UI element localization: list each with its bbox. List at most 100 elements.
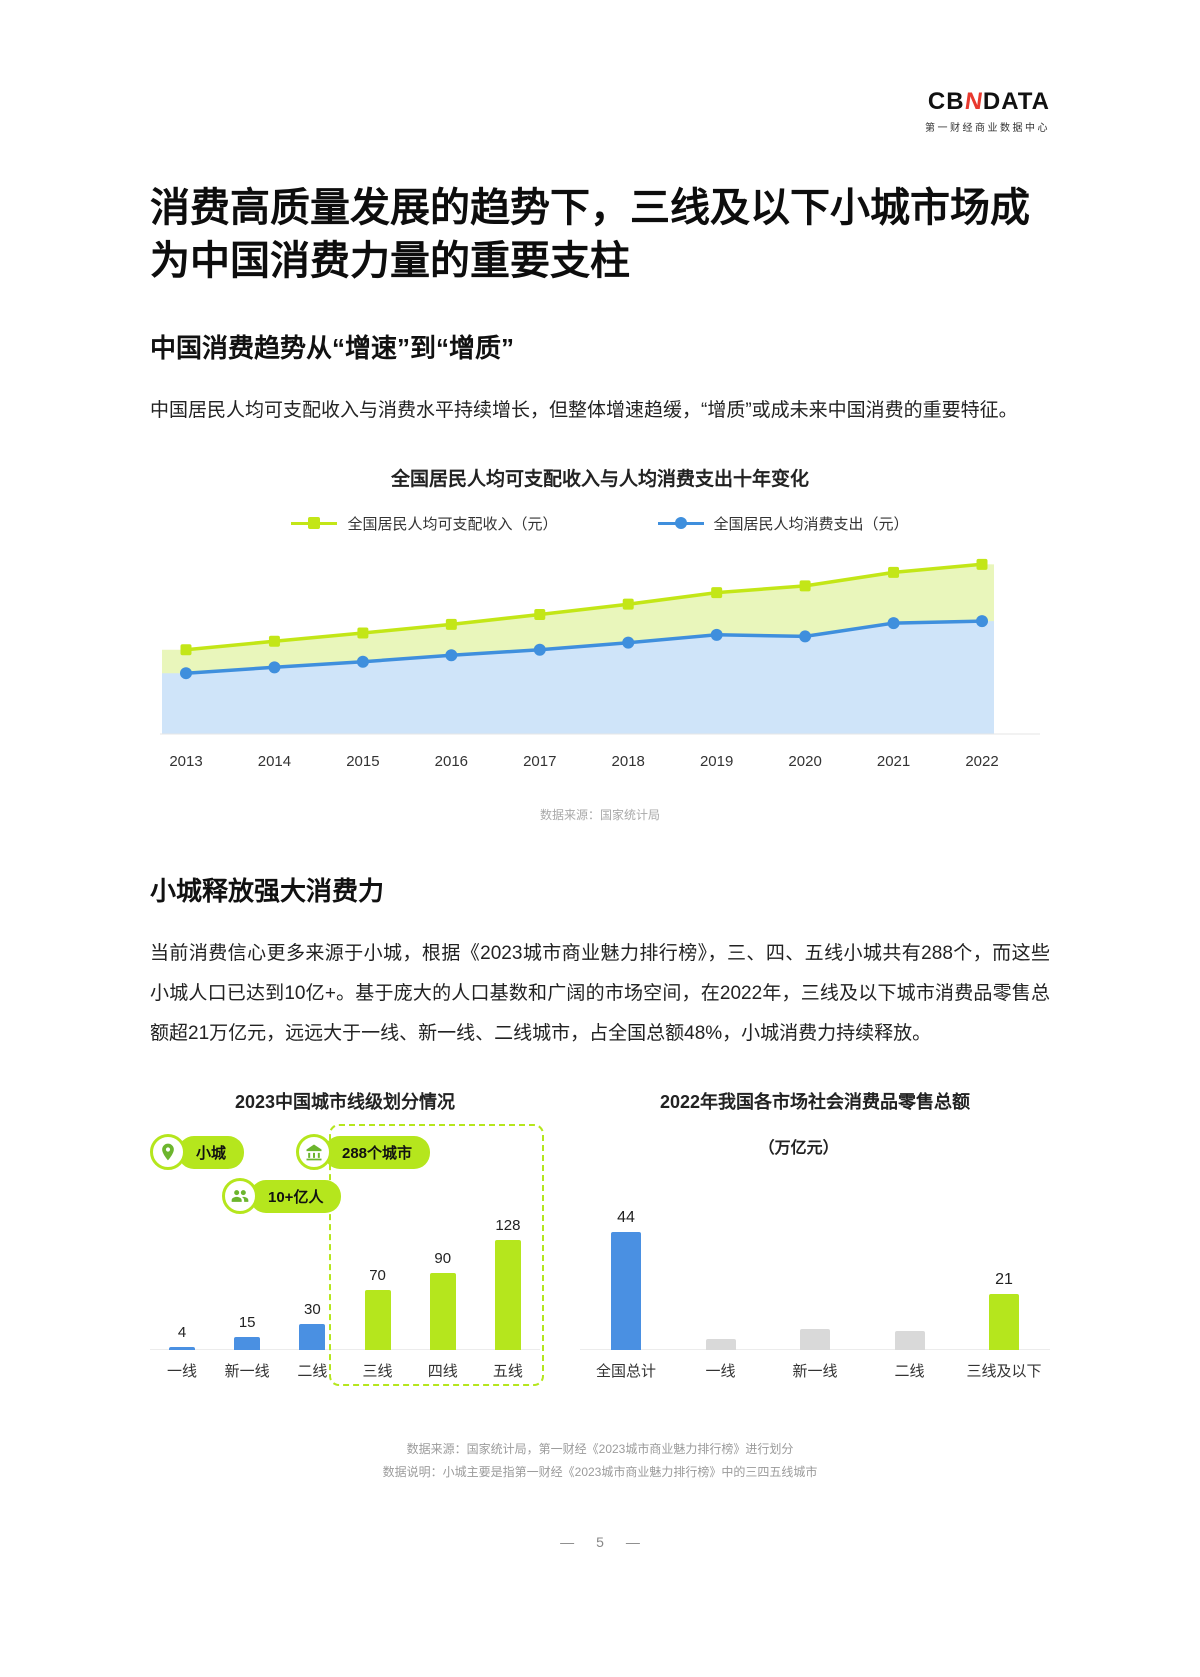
bar [989,1294,1019,1351]
bar-col-新一线: 15 新一线 [215,1314,279,1380]
page-number-dash-left: — [560,1533,575,1550]
logo-cb: CB [927,88,965,115]
section-heading-towns: 小城释放强大消费力 [150,876,385,907]
bar-label: 新一线 [792,1363,838,1381]
bar-value: 30 [304,1301,321,1319]
retail-total-chart: 2022年我国各市场社会消费品零售总额 （万亿元） 44 全国总计 一线 新一线 二线 2… [580,1088,1050,1380]
bar-value: 15 [238,1314,256,1332]
bar-col-三线及以下: 21 三线及以下 [958,1271,1050,1380]
svg-text:2022: 2022 [965,753,998,770]
bar-label: 五线 [492,1363,523,1381]
bank-icon [296,1134,332,1171]
svg-text:2021: 2021 [877,753,910,770]
bar-col-全国总计: 44 全国总计 [580,1209,672,1380]
bar [611,1232,641,1351]
badge-label-population: 10+亿人 [250,1179,342,1213]
retail-total-chart-title: 2022年我国各市场社会消费品零售总额 [659,1092,971,1113]
bar-value: 4 [177,1324,187,1342]
bar-col-一线: 4 一线 [150,1324,214,1380]
bar [705,1339,736,1351]
bar-col-新一线: 新一线 [769,1306,861,1380]
source-line-1: 数据来源：国家统计局，第一财经《2023城市商业魅力排行榜》进行划分 [406,1442,794,1457]
page-title: 消费高质量发展的趋势下，三线及以下小城市场成为中国消费力量的重要支柱 [150,186,1030,283]
circle-marker-icon [657,517,704,530]
logo-n: N [962,88,985,115]
bar [169,1347,195,1351]
logo-data: DATA [982,88,1050,115]
city-tier-chart-title: 2023中国城市线级划分情况 [234,1092,456,1113]
legend-item-expense: 全国居民人均消费支出（元） [657,513,909,534]
section-body-towns: 当前消费信心更多来源于小城，根据《2023城市商业魅力排行榜》，三、四、五线小城… [150,943,1050,1045]
page-number: — 5 — [150,1534,1050,1550]
highlight-dashed-box [329,1124,544,1387]
bar-value: 44 [617,1209,635,1227]
header: CBNDATA 第一财经商业数据中心 [150,88,1050,134]
bar [429,1273,456,1351]
bar-col-二线: 30 二线 [280,1301,344,1380]
retail-total-chart-body: （万亿元） 44 全国总计 一线 新一线 二线 21 三线及以下 [580,1128,1050,1380]
logo-subtitle: 第一财经商业数据中心 [925,123,1050,134]
bar-label: 一线 [705,1363,736,1381]
bar-col-三线: 70 三线 [346,1267,410,1380]
bar-value: 70 [369,1267,386,1285]
badge-label-small-town: 小城 [178,1135,245,1169]
section-heading-trend: 中国消费趋势从“增速”到“增质” [150,332,515,363]
bar-col-四线: 90 四线 [411,1250,475,1380]
source-line-2: 数据说明：小城主要是指第一财经《2023城市商业魅力排行榜》中的三四五线城市 [382,1464,818,1479]
city-tier-chart-body: 小城 288个城市 10+亿人 4 一线 15 新一线 30 二线 70 三线 90 四线 128 五… [150,1124,544,1387]
svg-text:2013: 2013 [169,753,202,770]
svg-text:2016: 2016 [435,753,468,770]
bar-label: 三线及以下 [966,1363,1042,1381]
page-number-value: 5 [596,1533,604,1550]
bar-label: 二线 [297,1363,328,1381]
bar [800,1329,830,1351]
bar [894,1331,925,1351]
bar-value: 128 [495,1217,521,1235]
bar-col-二线: 二线 [864,1308,956,1380]
bar-label: 一线 [166,1363,197,1381]
trend-chart-legend: 全国居民人均可支配收入（元） 全国居民人均消费支出（元） [150,513,1050,534]
bar-charts-row: 2023中国城市线级划分情况 小城 288个城市 [150,1088,1050,1387]
report-page: CBNDATA 第一财经商业数据中心 消费高质量发展的趋势下，三线及以下小城市场… [150,88,1050,1550]
bar-value: 90 [434,1250,452,1268]
trend-chart-source: 数据来源：国家统计局 [539,808,660,823]
unit-label: （万亿元） [758,1140,839,1158]
bar [494,1240,521,1351]
bar [364,1290,391,1351]
bar-value: 21 [995,1271,1013,1289]
bar-label: 二线 [894,1363,925,1381]
retail-total-bars: 44 全国总计 一线 新一线 二线 21 三线及以下 [580,1209,1050,1380]
bar-col-一线: 一线 [675,1316,767,1380]
footer-sources: 数据来源：国家统计局，第一财经《2023城市商业魅力排行榜》进行划分 数据说明：… [150,1438,1050,1484]
svg-text:2018: 2018 [612,753,645,770]
city-tier-chart: 2023中国城市线级划分情况 小城 288个城市 [150,1088,544,1387]
location-pin-icon [150,1134,186,1171]
bar [299,1324,326,1351]
bar-col-五线: 128 五线 [476,1217,540,1380]
square-marker-icon [291,517,338,530]
bar-label: 新一线 [224,1363,270,1381]
people-icon [222,1178,258,1215]
trend-chart: 全国居民人均可支配收入与人均消费支出十年变化 全国居民人均可支配收入（元） 全国… [150,464,1050,823]
legend-label-expense: 全国居民人均消费支出（元） [713,516,909,534]
cbndata-logo: CBNDATA [928,88,1050,116]
svg-text:2019: 2019 [700,753,733,770]
bar [234,1337,261,1351]
bar-label: 四线 [427,1363,458,1381]
trend-chart-svg: 2013 2014 2015 2016 2017 2018 2019 2020 2021 2022 [160,559,1040,770]
legend-label-income: 全国居民人均可支配收入（元） [347,516,558,534]
badge-city-count: 288个城市 [296,1134,431,1171]
svg-text:2015: 2015 [346,753,379,770]
page-number-dash-right: — [625,1533,640,1550]
trend-chart-title: 全国居民人均可支配收入与人均消费支出十年变化 [390,469,809,491]
svg-text:2014: 2014 [258,753,291,770]
svg-text:2020: 2020 [788,753,821,770]
badge-label-city-count: 288个城市 [324,1135,431,1169]
bar-label: 全国总计 [595,1363,656,1381]
city-tier-bars: 4 一线 15 新一线 30 二线 70 三线 90 四线 128 五线 [150,1217,540,1380]
badge-population: 10+亿人 [222,1178,342,1215]
legend-item-income: 全国居民人均可支配收入（元） [291,513,558,534]
badge-small-town: 小城 [150,1134,245,1171]
svg-text:2017: 2017 [523,753,556,770]
bar-label: 三线 [362,1363,393,1381]
